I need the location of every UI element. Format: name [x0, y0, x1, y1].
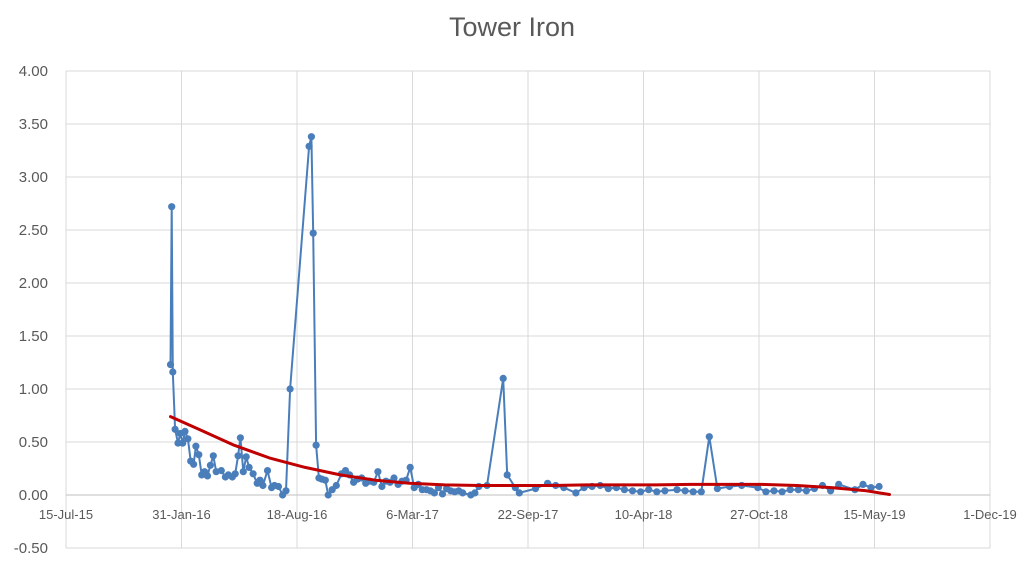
data-point	[673, 486, 681, 494]
chart-title: Tower Iron	[448, 12, 576, 42]
data-point	[867, 484, 875, 492]
x-axis-ticks: 15-Jul-15 31-Jan-16 18-Aug-16 6-Mar-17 22-Se…	[39, 507, 1017, 522]
data-point	[705, 433, 713, 441]
x-tick-label: 1-Dec-19	[963, 507, 1016, 522]
data-point	[645, 486, 653, 494]
data-point	[835, 480, 843, 488]
data-point	[875, 482, 883, 491]
x-tick-label: 6-Mar-17	[386, 507, 439, 522]
data-point	[697, 488, 705, 496]
data-point	[309, 229, 317, 237]
data-point	[762, 488, 770, 496]
data-point	[286, 385, 294, 393]
y-tick-label: 1.50	[19, 328, 48, 345]
data-point	[390, 474, 398, 482]
data-point	[312, 441, 320, 449]
data-point	[713, 485, 722, 493]
data-point	[239, 468, 247, 476]
data-point	[653, 488, 661, 496]
x-tick-label: 15-Jul-15	[39, 507, 93, 522]
data-point	[515, 489, 523, 497]
data-point	[184, 435, 192, 443]
series-group	[166, 133, 891, 499]
data-point	[689, 488, 697, 496]
y-tick-label: 1.00	[19, 381, 48, 398]
trendline	[169, 415, 891, 496]
data-point	[231, 470, 239, 478]
data-point	[778, 488, 786, 496]
y-tick-label: 2.50	[19, 222, 48, 239]
data-point	[681, 487, 689, 495]
data-point	[628, 487, 637, 495]
data-point	[282, 487, 290, 495]
x-tick-label: 10-Apr-18	[615, 507, 673, 522]
data-point	[181, 427, 189, 435]
data-point	[192, 442, 200, 450]
data-point	[217, 467, 225, 475]
data-point	[274, 482, 283, 491]
data-point	[430, 489, 438, 497]
data-point	[307, 133, 315, 141]
data-point	[374, 468, 382, 476]
data-point	[179, 439, 187, 447]
data-point	[171, 425, 179, 433]
data-point	[438, 490, 447, 498]
y-tick-label: 3.50	[19, 116, 48, 133]
x-tick-label: 18-Aug-16	[267, 507, 328, 522]
x-tick-label: 31-Jan-16	[152, 507, 211, 522]
data-point	[263, 467, 272, 475]
y-tick-label: 2.00	[19, 275, 48, 292]
data-point	[169, 368, 177, 376]
data-point	[195, 451, 203, 459]
data-point	[604, 485, 612, 493]
data-point	[168, 203, 176, 211]
x-tick-label: 22-Sep-17	[498, 507, 559, 522]
data-point	[786, 486, 794, 494]
data-point	[259, 481, 267, 490]
data-point	[794, 486, 802, 494]
data-point	[166, 361, 175, 369]
gridlines	[65, 70, 991, 549]
data-point	[503, 471, 511, 479]
data-point	[471, 489, 479, 497]
data-point	[661, 487, 669, 495]
y-tick-label: 0.00	[19, 487, 48, 504]
data-point	[245, 463, 253, 471]
data-point	[236, 434, 244, 442]
data-point	[572, 489, 580, 497]
data-point	[203, 472, 212, 480]
series-line	[169, 135, 880, 496]
x-tick-label: 15-May-19	[843, 507, 905, 522]
data-point	[209, 452, 217, 460]
data-point	[802, 487, 811, 495]
data-point	[620, 486, 629, 494]
data-point	[459, 489, 467, 497]
data-point	[206, 461, 214, 469]
y-tick-label: 0.50	[19, 434, 48, 451]
data-point	[378, 482, 386, 491]
data-point	[249, 470, 257, 478]
y-tick-label: -0.50	[14, 540, 48, 557]
x-tick-label: 27-Oct-18	[730, 507, 788, 522]
data-point	[242, 453, 250, 461]
data-point	[859, 480, 867, 488]
data-point	[321, 476, 329, 484]
data-point	[234, 452, 242, 460]
data-point	[332, 481, 340, 490]
data-point	[406, 463, 414, 471]
y-axis-ticks: -0.50 0.00 0.50 1.00 1.50 2.00 2.50 3.00 3.50 4.0…	[14, 63, 48, 557]
y-tick-label: 3.00	[19, 169, 48, 186]
data-point	[305, 142, 313, 150]
data-point	[637, 488, 645, 496]
data-point	[324, 491, 332, 499]
data-point	[499, 374, 507, 382]
data-point	[190, 460, 198, 468]
data-point	[256, 476, 264, 484]
data-point	[770, 487, 778, 495]
y-tick-label: 4.00	[19, 63, 48, 80]
